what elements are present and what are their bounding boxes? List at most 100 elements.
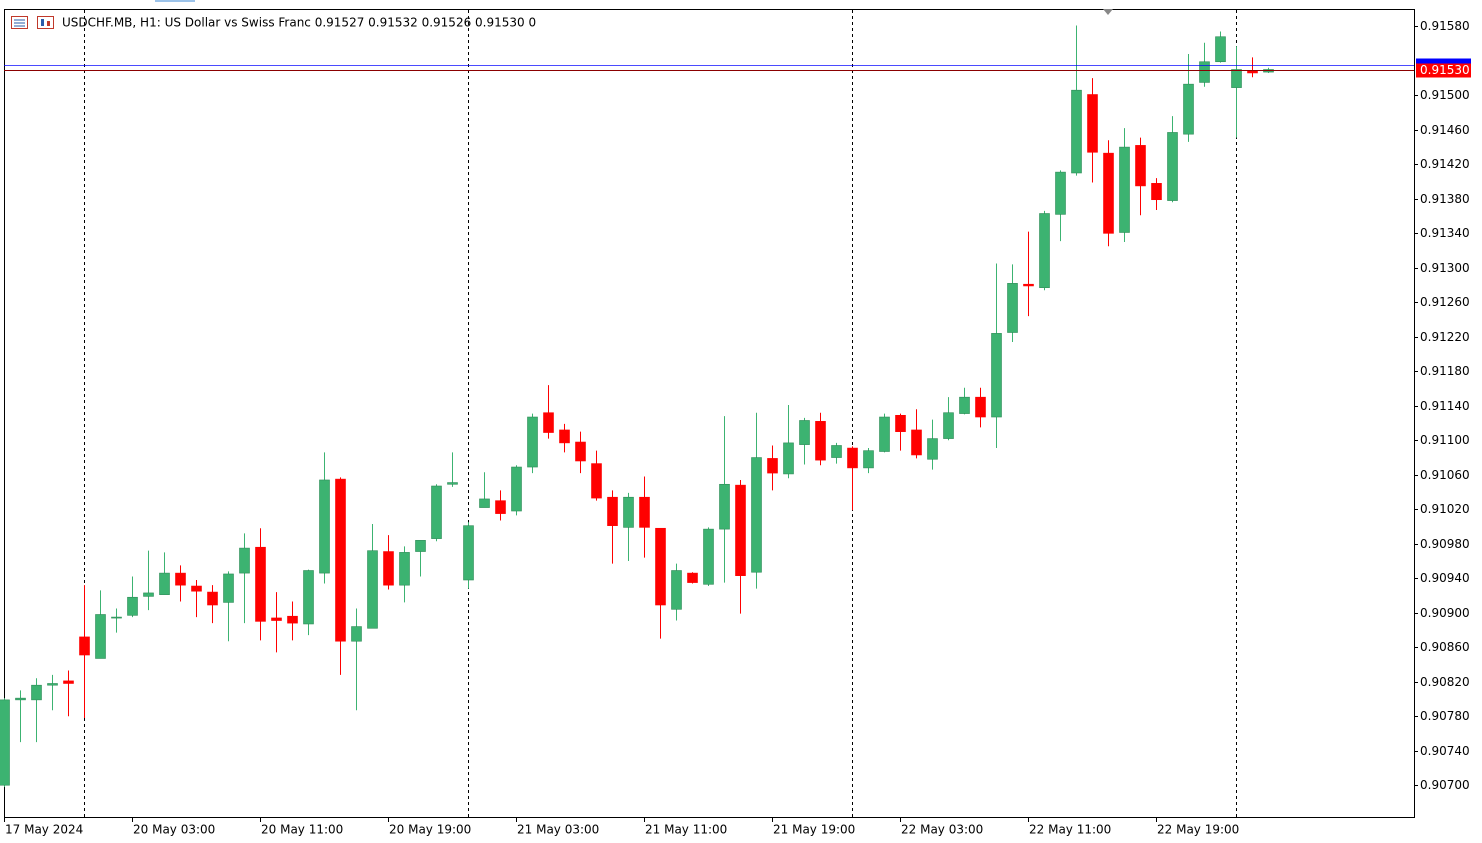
y-tick-label: 0.91420: [1420, 157, 1470, 171]
candle-body: [575, 441, 586, 462]
y-tick-label: 0.91100: [1420, 433, 1470, 447]
x-tick-label: 21 May 03:00: [517, 823, 599, 837]
x-tick-label: 17 May 2024: [5, 823, 83, 837]
candle-body: [1103, 152, 1114, 234]
candle-body: [143, 592, 154, 597]
candle-body: [223, 573, 234, 603]
candle-body: [559, 429, 570, 444]
x-tick-label: 21 May 11:00: [645, 823, 727, 837]
y-tick-label: 0.91300: [1420, 261, 1470, 275]
candle-body: [959, 396, 970, 414]
candle-body: [1183, 83, 1194, 135]
y-tick-label: 0.91220: [1420, 330, 1470, 344]
candle-body: [0, 699, 10, 786]
candle-body: [1135, 145, 1146, 187]
icon-bar: [41, 19, 44, 26]
candle-body: [127, 596, 138, 616]
y-tick-label: 0.90860: [1420, 640, 1470, 654]
candle-body: [319, 479, 330, 574]
candle-body: [239, 547, 250, 574]
candle-body: [927, 438, 938, 460]
candle-body: [735, 484, 746, 576]
candle-body: [751, 457, 762, 573]
candle-body: [703, 528, 714, 585]
candle-body: [767, 458, 778, 474]
y-tick-label: 0.91260: [1420, 295, 1470, 309]
y-tick-label: 0.90740: [1420, 744, 1470, 758]
candle-body: [31, 684, 42, 701]
candle-body: [623, 496, 634, 528]
candle-body: [799, 420, 810, 445]
candle-body: [911, 429, 922, 456]
chart-title: USDCHF.MB, H1: US Dollar vs Swiss Franc …: [62, 16, 536, 30]
candle-body: [847, 447, 858, 469]
y-tick-label: 0.90940: [1420, 571, 1470, 585]
candle-body: [1215, 36, 1226, 63]
candle-body: [831, 445, 842, 458]
candle-body: [975, 396, 986, 418]
x-tick-label: 20 May 19:00: [389, 823, 471, 837]
candle-body: [463, 525, 474, 581]
candle-body: [271, 617, 282, 621]
candle-body: [335, 478, 346, 642]
candle-body: [815, 421, 826, 461]
candle-body: [95, 614, 106, 659]
y-tick-label: 0.90900: [1420, 606, 1470, 620]
chart-icons: [11, 16, 54, 29]
candle-body: [1055, 171, 1066, 215]
y-tick-label: 0.90980: [1420, 537, 1470, 551]
candle-body: [415, 540, 426, 552]
candle-body: [991, 333, 1002, 418]
candle-body: [1023, 283, 1034, 287]
candle-body: [639, 496, 650, 528]
candle-body: [495, 500, 506, 514]
candle-body: [863, 450, 874, 469]
candle-body: [367, 550, 378, 629]
candle-body: [719, 483, 730, 530]
candle-body: [655, 527, 666, 606]
candle-body: [15, 697, 26, 701]
x-tick-label: 22 May 03:00: [901, 823, 983, 837]
candle-body: [527, 416, 538, 468]
candle-body: [111, 616, 122, 619]
icon-bar: [47, 21, 50, 26]
candle-body: [511, 466, 522, 512]
candle-body: [191, 585, 202, 592]
candle-body: [943, 412, 954, 439]
candle-body: [447, 482, 458, 485]
candle-body: [79, 636, 90, 656]
y-tick-label: 0.90820: [1420, 675, 1470, 689]
candle-body: [607, 496, 618, 526]
candle-body: [1119, 146, 1130, 233]
candle-body: [175, 572, 186, 586]
candle-body: [383, 551, 394, 586]
candle-body: [255, 546, 266, 622]
candle-body: [591, 463, 602, 499]
y-tick-label: 0.91180: [1420, 364, 1470, 378]
y-tick-label: 0.91140: [1420, 399, 1470, 413]
candle-body: [1071, 89, 1082, 174]
x-tick-label: 20 May 11:00: [261, 823, 343, 837]
candle-body: [543, 412, 554, 433]
x-tick-label: 22 May 11:00: [1029, 823, 1111, 837]
candle-body: [879, 416, 890, 452]
y-tick-label: 0.91460: [1420, 123, 1470, 137]
candle-body: [479, 498, 490, 508]
candle-body: [1167, 132, 1178, 201]
candle-body: [1039, 213, 1050, 288]
candle-body: [1151, 183, 1162, 201]
y-tick-label: 0.91340: [1420, 226, 1470, 240]
bid-label-box: [1416, 63, 1471, 78]
candle-body: [399, 552, 410, 586]
candle-body: [159, 572, 170, 595]
candle-body: [287, 615, 298, 624]
y-tick-label: 0.91020: [1420, 502, 1470, 516]
shift-marker: [1103, 9, 1113, 15]
y-tick-label: 0.90700: [1420, 778, 1470, 792]
icon-chart: [37, 16, 54, 29]
candle-body: [671, 570, 682, 610]
y-tick-label: 0.91580: [1420, 19, 1470, 33]
plot-frame: [4, 9, 1415, 818]
x-tick-label: 22 May 19:00: [1157, 823, 1239, 837]
